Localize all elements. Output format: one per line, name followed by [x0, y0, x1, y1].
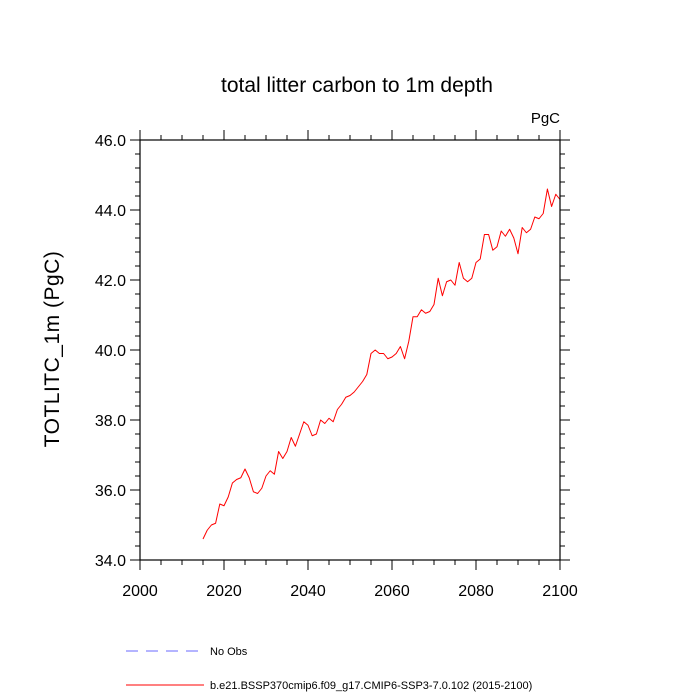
y-axis-label: TOTLITC_1m (PgC) [41, 251, 64, 448]
legend: No Obs b.e21.BSSP370cmip6.f09_g17.CMIP6-… [126, 646, 532, 692]
x-tick-label: 2060 [374, 583, 410, 600]
series-line [202, 188, 561, 540]
y-tick-label: 40.0 [95, 343, 126, 360]
legend-label-model-run: b.e21.BSSP370cmip6.f09_g17.CMIP6-SSP3-7.… [210, 680, 532, 692]
y-tick-label: 38.0 [95, 413, 126, 430]
x-tick-label: 2000 [122, 583, 158, 600]
x-tick-label: 2020 [206, 583, 242, 600]
axis-ticks [130, 130, 570, 570]
y-tick-label: 36.0 [95, 483, 126, 500]
x-tick-label: 2080 [458, 583, 494, 600]
plot-frame [139, 139, 561, 561]
x-tick-label: 2100 [542, 583, 578, 600]
y-tick-label: 44.0 [95, 203, 126, 220]
axis-tick-labels: 2000 2020 2040 2060 2080 2100 34.0 36.0 38.0 40.0… [95, 133, 578, 600]
chart-title: total litter carbon to 1m depth [221, 74, 493, 97]
x-tick-label: 2040 [290, 583, 326, 600]
series-group [202, 188, 561, 540]
y-tick-label: 46.0 [95, 133, 126, 150]
units-label: PgC [531, 110, 560, 127]
y-tick-label: 34.0 [95, 553, 126, 570]
y-tick-label: 42.0 [95, 273, 126, 290]
legend-label-no-obs: No Obs [210, 646, 248, 658]
